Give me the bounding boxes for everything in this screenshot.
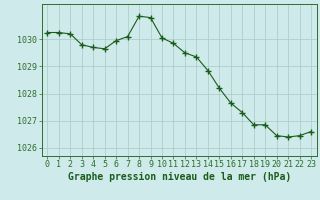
X-axis label: Graphe pression niveau de la mer (hPa): Graphe pression niveau de la mer (hPa) xyxy=(68,172,291,182)
